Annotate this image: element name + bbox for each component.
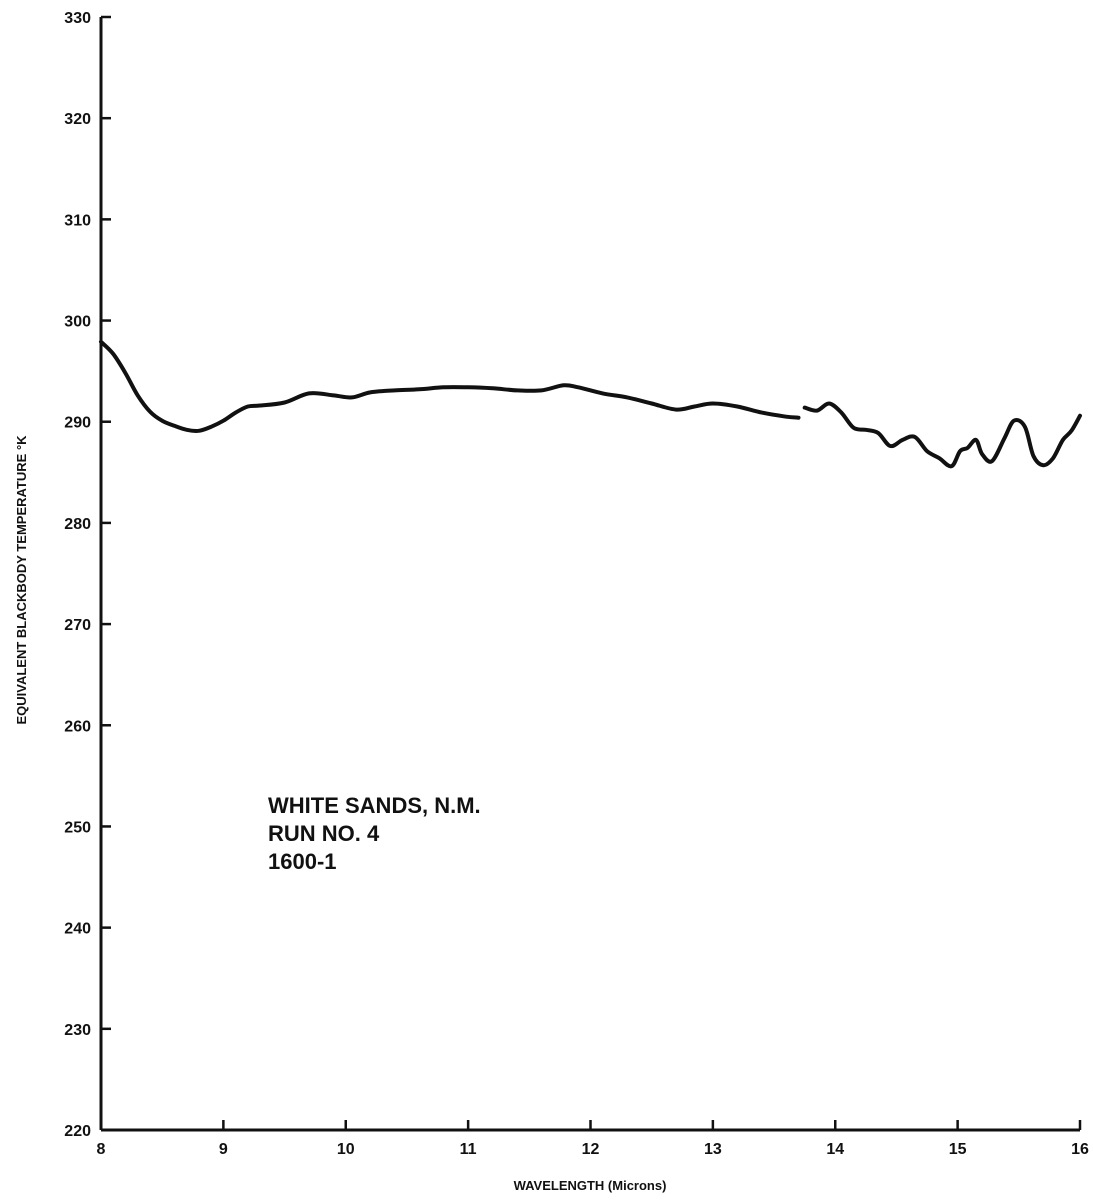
y-tick-label: 230 [64, 1022, 91, 1039]
y-tick-label: 330 [64, 10, 91, 27]
y-tick-label: 300 [64, 314, 91, 331]
y-tick-label: 280 [64, 516, 91, 533]
x-tick-label: 15 [949, 1141, 967, 1158]
y-tick-label: 310 [64, 212, 91, 229]
annotation-run: RUN NO. 4 [268, 821, 380, 846]
series-line-segment-2 [802, 401, 1082, 469]
y-tick-label: 240 [64, 921, 91, 938]
x-tick-label: 11 [460, 1141, 477, 1158]
x-tick-label: 12 [582, 1141, 600, 1158]
x-tick-label: 13 [704, 1141, 722, 1158]
x-tick-label: 8 [97, 1141, 106, 1158]
x-tick-label: 10 [337, 1141, 355, 1158]
y-tick-label: 260 [64, 718, 91, 735]
annotation-id: 1600-1 [268, 849, 337, 874]
series-line-segment-1 [99, 339, 801, 433]
x-tick-label: 9 [219, 1141, 228, 1158]
y-tick-label: 270 [64, 617, 91, 634]
axes: 220 230 240 250 260 270 280 290 300 310 320 330 8 9 10… [64, 10, 1089, 1158]
x-tick-label: 16 [1071, 1141, 1089, 1158]
y-tick-label: 220 [64, 1123, 91, 1140]
y-axis-title: EQUIVALENT BLACKBODY TEMPERATURE °K [14, 435, 29, 725]
data-lines [99, 339, 1082, 469]
x-tick-label: 14 [826, 1141, 844, 1158]
annotation-location: WHITE SANDS, N.M. [268, 793, 481, 818]
annotation-block: WHITE SANDS, N.M. RUN NO. 4 1600-1 [268, 793, 481, 874]
y-tick-label: 320 [64, 111, 91, 128]
x-axis-title: WAVELENGTH (Microns) [514, 1178, 667, 1193]
y-tick-label: 250 [64, 819, 91, 836]
y-tick-label: 290 [64, 415, 91, 432]
